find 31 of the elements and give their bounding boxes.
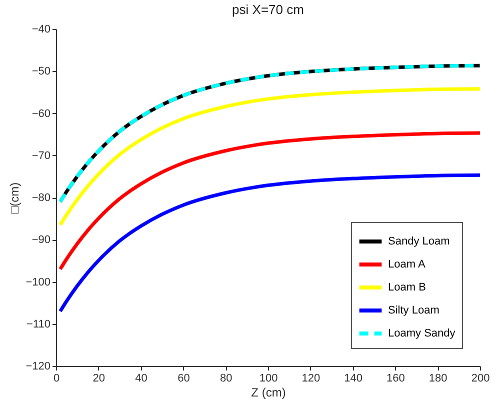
line-series [58, 64, 482, 204]
y-tick-label: −80 [32, 192, 50, 204]
y-tick-label: −90 [32, 234, 50, 246]
x-tick-label: 120 [302, 372, 320, 384]
y-tick-label: −70 [32, 150, 50, 162]
x-axis-title: Z (cm) [251, 386, 286, 400]
y-tick-label: −60 [32, 108, 50, 120]
y-axis-title: □(cm) [8, 182, 22, 214]
legend-label: Silty Loam [388, 304, 440, 316]
x-tick-label: 20 [92, 372, 106, 384]
chart-title: psi X=70 cm [232, 2, 304, 17]
y-tick-label: −100 [26, 276, 50, 288]
x-tick-label: 60 [178, 372, 190, 384]
x-tick-label: 40 [135, 372, 148, 384]
x-tick-label: 100 [259, 372, 278, 384]
x-tick-label: 140 [344, 372, 362, 384]
x-tick-label: 160 [386, 372, 405, 384]
line-series [58, 131, 482, 271]
x-tick-label: 180 [428, 372, 448, 384]
y-tick-label: −50 [32, 66, 50, 78]
y-tick-label: −120 [26, 360, 50, 372]
line-series [58, 87, 482, 227]
legend-label: Loam A [388, 258, 426, 270]
y-tick-label: −110 [26, 318, 50, 330]
x-tick-label: 0 [53, 372, 60, 384]
x-tick-label: 80 [220, 372, 232, 384]
x-tick-label: 200 [471, 372, 490, 384]
legend-label: Sandy Loam [388, 236, 450, 248]
y-tick-label: −40 [32, 24, 50, 36]
legend-label: Loamy Sandy [388, 328, 456, 340]
legend-label: Loam B [388, 282, 426, 294]
